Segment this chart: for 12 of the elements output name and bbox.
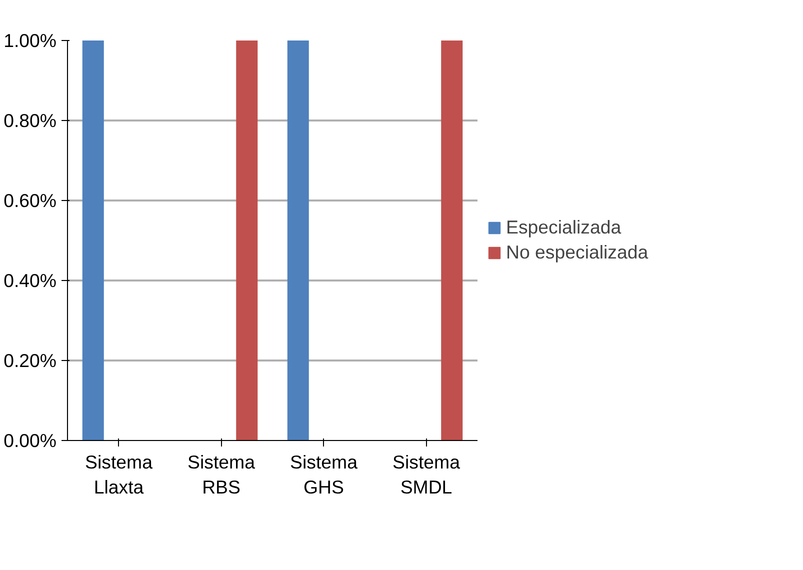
y-tick-label: 0.20% (4, 350, 57, 371)
y-tick-label: 1.00% (4, 30, 57, 51)
legend-label: Especializada (506, 216, 622, 238)
y-tick-label: 0.40% (4, 270, 57, 291)
legend-label: No especializada (506, 242, 650, 264)
x-tick-label: Sistema Llaxta (85, 452, 154, 498)
x-tick-label: Sistema GHS (290, 452, 358, 498)
y-tick-label: 0.00% (4, 430, 57, 451)
y-tick-label: 0.80% (4, 110, 57, 131)
x-tick-label: Sistema RBS (188, 452, 256, 498)
x-tick-label: Sistema SMDL (392, 452, 461, 498)
y-tick-label: 0.60% (4, 190, 57, 211)
